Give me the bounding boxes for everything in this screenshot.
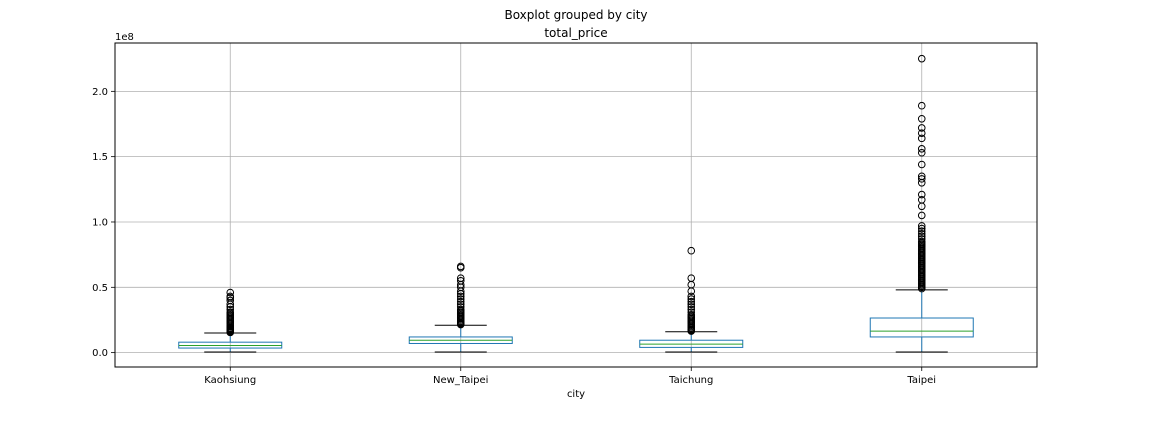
- y-scale-label: 1e8: [115, 32, 134, 43]
- x-axis: Kaohsiung New_Taipei Taichung Taipei: [204, 367, 936, 386]
- box-series: [178, 54, 974, 353]
- outlier-point: [687, 297, 696, 306]
- outlier-point: [917, 222, 926, 230]
- outlier-point: [917, 129, 926, 137]
- outlier-point: [456, 295, 465, 303]
- outlier-point: [687, 300, 696, 309]
- outlier-point: [687, 292, 696, 301]
- x-tick-label: Kaohsiung: [204, 375, 256, 386]
- outlier-point: [226, 292, 235, 301]
- outlier-point: [687, 295, 696, 303]
- y-tick-label: 2.0: [92, 87, 108, 98]
- outlier-point: [917, 145, 926, 153]
- x-tick-label: Taipei: [906, 375, 936, 386]
- box-kaohsiung: [178, 288, 283, 353]
- outlier-point: [917, 172, 926, 181]
- outlier-point: [917, 195, 926, 204]
- outlier-point: [456, 297, 465, 306]
- outlier-point: [917, 124, 926, 132]
- outlier-point: [687, 310, 696, 319]
- outlier-point: [917, 224, 926, 233]
- outlier-point: [917, 148, 926, 157]
- outlier-point: [226, 296, 235, 305]
- chart-title: total_price: [544, 26, 607, 40]
- outlier-point: [687, 246, 696, 255]
- outlier-point: [917, 134, 926, 143]
- box-taichung: [639, 246, 744, 353]
- outlier-point: [917, 232, 926, 241]
- outlier-point: [456, 292, 465, 301]
- outlier-point: [687, 274, 696, 282]
- outlier-point: [226, 308, 235, 316]
- outlier-point: [226, 288, 235, 297]
- chart-suptitle: Boxplot grouped by city: [504, 8, 647, 22]
- outlier-point: [917, 54, 926, 63]
- outlier-point: [917, 235, 926, 243]
- outlier-point: [917, 101, 926, 110]
- outlier-point: [456, 300, 465, 309]
- outlier-point: [687, 308, 696, 316]
- y-tick-label: 1.5: [92, 152, 108, 163]
- outlier-point: [456, 303, 465, 311]
- y-tick-label: 0.5: [92, 283, 108, 294]
- outlier-point: [917, 229, 926, 238]
- y-axis: 0.0 0.5 1.0 1.5 2.0: [92, 87, 115, 359]
- outlier-point: [456, 262, 465, 271]
- y-tick-label: 0.0: [92, 348, 108, 359]
- x-axis-label: city: [567, 389, 585, 400]
- outlier-point: [456, 276, 465, 285]
- outlier-point: [456, 274, 465, 282]
- box-iqr: [869, 317, 974, 338]
- outlier-point: [687, 305, 696, 314]
- x-tick-label: New_Taipei: [433, 375, 488, 386]
- box-taipei: [869, 54, 974, 353]
- grid-lines: [115, 43, 1037, 367]
- outlier-point: [226, 305, 235, 314]
- outlier-point: [917, 211, 926, 220]
- outlier-point: [917, 175, 926, 183]
- outlier-point: [917, 160, 926, 169]
- outlier-point: [687, 303, 696, 311]
- y-tick-label: 1.0: [92, 217, 108, 228]
- outlier-point: [917, 237, 926, 246]
- outlier-point: [456, 305, 465, 314]
- plot-frame: [114, 42, 1038, 368]
- outlier-point: [917, 227, 926, 235]
- outlier-point: [917, 114, 926, 123]
- outlier-point: [917, 190, 926, 199]
- x-tick-label: Taichung: [668, 375, 713, 386]
- box-new-taipei: [408, 262, 513, 353]
